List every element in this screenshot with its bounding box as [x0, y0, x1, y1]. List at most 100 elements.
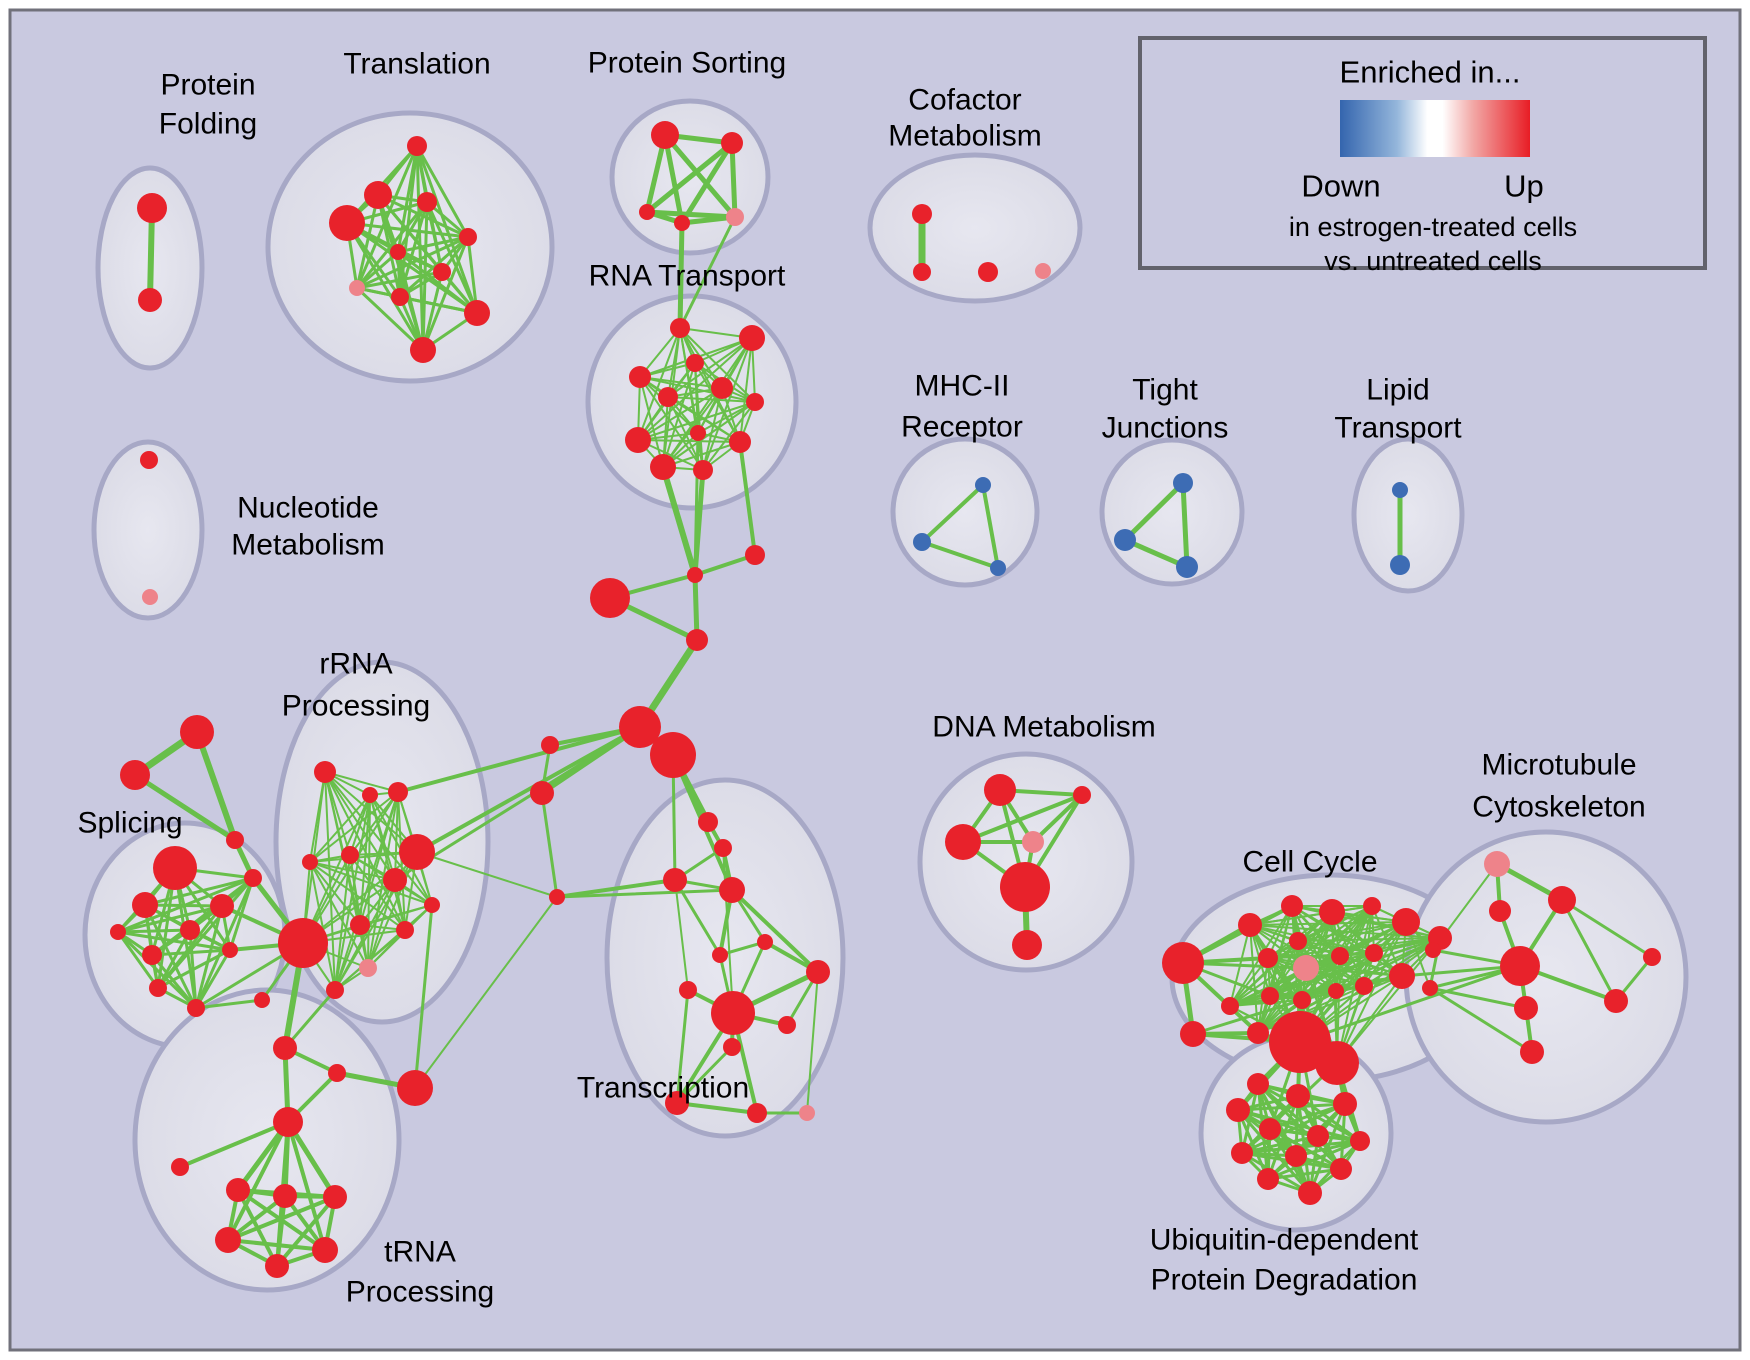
- gene-set-node: [359, 959, 377, 977]
- edge: [309, 861, 336, 991]
- gene-set-node: [383, 868, 407, 892]
- gene-set-node: [153, 846, 197, 890]
- edge: [693, 431, 700, 577]
- gene-set-node: [625, 427, 651, 453]
- gene-set-node: [687, 567, 703, 583]
- edge: [738, 440, 757, 557]
- edge: [421, 270, 444, 352]
- gene-set-node: [364, 181, 392, 209]
- gene-set-node: [679, 981, 697, 999]
- cluster-label-cell-cycle: Cell Cycle: [1242, 846, 1377, 879]
- edge: [1428, 986, 1534, 1054]
- edge: [194, 998, 264, 1010]
- gene-set-node: [1281, 895, 1303, 917]
- gene-set-node: [391, 288, 409, 306]
- cluster-label-ubiquitin-degradation: Ubiquitin-dependent: [1150, 1224, 1419, 1257]
- edge: [1229, 940, 1299, 1007]
- edge: [1229, 955, 1341, 1007]
- cluster-label-protein-folding: Folding: [159, 108, 257, 141]
- gene-set-node: [1035, 263, 1051, 279]
- edge: [194, 876, 255, 1010]
- edge: [1297, 937, 1441, 942]
- gene-set-node: [132, 892, 158, 918]
- edge: [283, 988, 337, 1050]
- edge: [275, 1195, 337, 1268]
- gene-set-node: [690, 425, 706, 441]
- gene-set-node: [1514, 996, 1538, 1020]
- edge: [309, 794, 371, 863]
- edge: [1336, 937, 1441, 1064]
- gene-set-node: [138, 288, 162, 312]
- gene-set-node: [1425, 942, 1441, 958]
- gene-set-node: [120, 760, 150, 790]
- edge: [679, 327, 756, 403]
- gene-set-node: [210, 894, 234, 918]
- edge: [156, 928, 192, 990]
- edge: [355, 250, 400, 290]
- cluster-ellipse-lipid-transport: [1351, 436, 1465, 594]
- gene-set-node: [629, 366, 651, 388]
- gene-set-node: [349, 280, 365, 296]
- gene-set-node: [388, 782, 408, 802]
- legend-down-label: Down: [1301, 169, 1380, 204]
- gene-set-node: [806, 960, 830, 984]
- cluster-label-trna-processing: Processing: [346, 1276, 494, 1309]
- gene-set-node: [663, 868, 687, 892]
- gene-set-node: [215, 1227, 241, 1253]
- edge: [675, 1101, 759, 1115]
- gene-set-node: [226, 1178, 250, 1202]
- legend-gradient-bar: [1340, 100, 1530, 157]
- gene-set-node: [990, 560, 1006, 576]
- edge: [667, 337, 753, 398]
- gene-set-node: [137, 193, 167, 223]
- edge: [355, 200, 429, 290]
- gene-set-node: [397, 1070, 433, 1106]
- edge: [1240, 1102, 1347, 1155]
- gene-set-node: [1114, 529, 1136, 551]
- gene-set-node: [1231, 1142, 1253, 1164]
- gene-set-node: [1350, 1131, 1370, 1151]
- edge: [367, 879, 396, 969]
- gene-set-node: [913, 533, 931, 551]
- gene-set-node: [530, 781, 554, 805]
- gene-set-node: [273, 1184, 297, 1208]
- gene-set-node: [1289, 932, 1307, 950]
- edge: [694, 362, 741, 443]
- edge: [637, 327, 681, 441]
- edge: [309, 791, 399, 863]
- gene-set-node: [1221, 997, 1239, 1015]
- gene-set-node: [312, 1237, 338, 1263]
- edge: [416, 851, 558, 898]
- gene-set-node: [1520, 1040, 1544, 1064]
- gene-set-node: [244, 869, 262, 887]
- cluster-label-transcription: Transcription: [577, 1072, 749, 1105]
- edge: [286, 1120, 327, 1252]
- gene-set-node: [665, 1091, 689, 1115]
- gene-set-node: [739, 325, 765, 351]
- cluster-label-trna-processing: tRNA: [384, 1236, 456, 1269]
- edge: [555, 878, 677, 899]
- gene-set-node: [1238, 913, 1262, 937]
- gene-set-node: [254, 992, 270, 1008]
- gene-set-node: [913, 263, 931, 281]
- edge: [1180, 480, 1190, 570]
- edge: [637, 401, 756, 441]
- gene-set-node: [1484, 851, 1510, 877]
- edge: [302, 794, 371, 944]
- edge: [662, 132, 685, 226]
- gene-set-node: [778, 1016, 796, 1034]
- edge: [150, 948, 232, 957]
- edge: [644, 140, 735, 215]
- gene-set-node: [1328, 983, 1344, 999]
- edge: [555, 888, 734, 899]
- gene-set-node: [1247, 1073, 1269, 1095]
- edge: [194, 948, 232, 1010]
- gene-set-node: [1293, 991, 1311, 1009]
- gene-set-node: [1000, 862, 1050, 912]
- gene-set-node: [464, 300, 490, 326]
- edge: [1560, 898, 1654, 959]
- legend: Enriched in... Down Up in estrogen-treated …: [1138, 36, 1707, 276]
- edge: [355, 286, 425, 352]
- edge: [116, 930, 198, 1010]
- gene-set-node: [1162, 942, 1204, 984]
